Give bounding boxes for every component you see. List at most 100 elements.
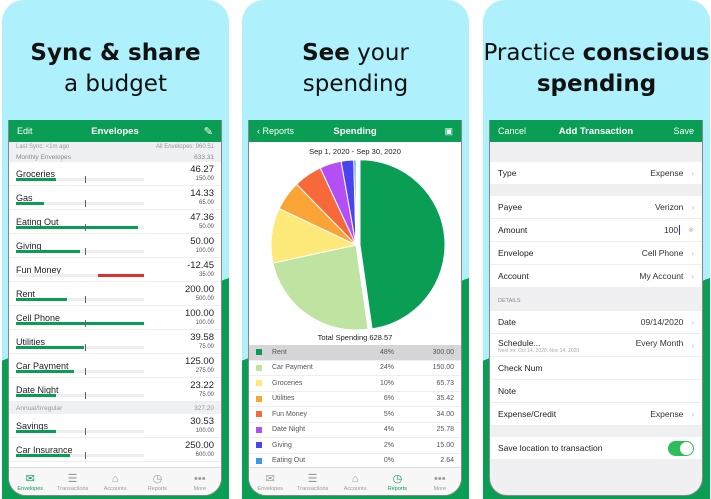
envelope-progress-bar	[16, 274, 144, 277]
tab-bar: ✉ Envelopes ☰ Transactions ⌂ Accounts ◷ Reports…	[249, 467, 461, 495]
envelope-row[interactable]: Fun Money -12.45 35.00	[9, 258, 221, 282]
more-icon: •••	[194, 473, 206, 485]
save-location-toggle[interactable]	[668, 440, 694, 456]
envelope-budget: 275.00	[195, 368, 214, 374]
pie-slice-eating-out[interactable]	[353, 159, 357, 246]
legend-label: Fun Money	[272, 410, 308, 418]
envelope-balance: 46.27	[190, 164, 214, 175]
tab-label: Reports	[387, 486, 408, 492]
envelope-budget: 35.00	[198, 272, 214, 278]
tab-accounts[interactable]: ⌂ Accounts	[94, 468, 136, 495]
edit-button[interactable]: Edit	[17, 126, 33, 136]
envelope-row[interactable]: Date Night 23.22 75.00	[9, 378, 221, 402]
check-num-field[interactable]: Check Num	[490, 357, 702, 380]
legend-label: Rent	[272, 348, 287, 356]
legend-row[interactable]: Utilities 6% 35.42	[249, 392, 461, 407]
legend-label: Eating Out	[272, 457, 306, 465]
envelope-balance: 47.36	[190, 212, 214, 223]
legend-value: 150.00	[432, 364, 454, 372]
envelopes-icon: ✉	[265, 473, 275, 485]
envelope-progress-bar	[16, 200, 144, 207]
nav-bar: ‹ Reports Spending ▣	[249, 120, 461, 142]
envelope-balance: 200.00	[184, 284, 214, 295]
month-marker	[85, 320, 86, 327]
tab-more[interactable]: ••• More	[179, 468, 221, 495]
cancel-button[interactable]: Cancel	[498, 126, 527, 136]
envelope-progress-bar	[16, 296, 144, 303]
schedule-row[interactable]: Schedule... Next on: Oct 14, 2020; Nov 14…	[490, 334, 702, 357]
tab-label: Transactions	[296, 486, 329, 492]
envelope-row[interactable]: Giving 50.00 100.00	[9, 234, 221, 258]
envelope-row[interactable]: Car Insurance 250.00 600.00	[9, 438, 221, 462]
envelope-name: Car Insurance	[16, 445, 73, 455]
envelope-balance: 125.00	[184, 356, 214, 367]
envelope-budget: 100.00	[195, 428, 214, 434]
nav-bar: Cancel Add Transaction Save	[490, 120, 702, 142]
envelope-progress-bar	[16, 224, 144, 231]
legend-swatch	[256, 426, 262, 433]
envelope-name: Rent	[16, 289, 36, 299]
envelope-row[interactable]: Rent 200.00 500.00	[9, 282, 221, 306]
month-marker	[85, 344, 86, 351]
legend-label: Utilities	[272, 395, 295, 403]
envelope-row[interactable]: Car Payment 125.00 275.00	[9, 354, 221, 378]
envelope-name: Cell Phone	[16, 313, 61, 323]
envelope-row[interactable]: Utilities 39.58 75.00	[9, 330, 221, 354]
expense-credit-row[interactable]: Expense/Credit Expense ›	[490, 403, 702, 426]
legend-row[interactable]: Rent 48% 300.00	[249, 345, 461, 361]
back-button[interactable]: ‹ Reports	[257, 126, 295, 136]
note-field[interactable]: Note	[490, 380, 702, 403]
date-range: Sep 1, 2020 - Sep 30, 2020	[309, 147, 401, 156]
legend-value: 2.64	[440, 457, 454, 465]
payee-row[interactable]: Payee Verizon ›	[490, 196, 702, 219]
schedule-next: Next on: Oct 14, 2020; Nov 14, 2020	[498, 348, 580, 354]
tab-transactions[interactable]: ☰ Transactions	[291, 468, 333, 495]
envelope-balance: 39.58	[190, 332, 214, 343]
amount-field[interactable]: Amount 100 ⊗	[490, 219, 702, 242]
legend-label: Car Payment	[272, 364, 313, 372]
legend-value: 25.78	[436, 426, 454, 434]
envelope-row[interactable]: Gas 14.33 65.00	[9, 186, 221, 210]
envelope-row[interactable]: Envelope Cell Phone ›	[490, 242, 702, 265]
envelope-balance: 14.33	[190, 188, 214, 199]
tab-label: Envelopes	[257, 486, 284, 492]
envelope-name: Utilities	[16, 337, 46, 347]
save-button[interactable]: Save	[673, 126, 694, 136]
account-row[interactable]: Account My Account ›	[490, 265, 702, 288]
date-row[interactable]: Date 09/14/2020 ›	[490, 311, 702, 334]
tab-transactions[interactable]: ☰ Transactions	[51, 468, 93, 495]
legend-value: 35.42	[436, 395, 454, 403]
envelope-row[interactable]: Cell Phone 100.00 100.00	[9, 306, 221, 330]
clear-icon[interactable]: ⊗	[688, 227, 694, 234]
tab-more[interactable]: ••• More	[419, 468, 461, 495]
legend-row[interactable]: Car Payment 24% 150.00	[249, 361, 461, 376]
legend-percent: 4%	[383, 426, 394, 434]
compose-icon[interactable]: ✎	[203, 125, 213, 138]
envelope-budget: 500.00	[195, 296, 214, 302]
envelope-row[interactable]: Savings 30.53 100.00	[9, 414, 221, 438]
legend-row[interactable]: Date Night 4% 25.78	[249, 423, 461, 438]
tab-envelopes[interactable]: ✉ Envelopes	[9, 468, 51, 495]
tab-reports[interactable]: ◷ Reports	[376, 468, 418, 495]
progress-fill	[97, 274, 144, 277]
legend-row[interactable]: Fun Money 5% 34.00	[249, 407, 461, 423]
tab-label: Envelopes	[17, 486, 44, 492]
calendar-icon[interactable]: ▣	[444, 125, 453, 136]
legend-row[interactable]: Giving 2% 15.00	[249, 438, 461, 454]
pie-slice-rent[interactable]	[359, 159, 446, 330]
tab-envelopes[interactable]: ✉ Envelopes	[249, 468, 291, 495]
envelope-row[interactable]: Eating Out 47.36 50.00	[9, 210, 221, 234]
legend-row[interactable]: Groceries 10% 65.73	[249, 376, 461, 392]
month-marker	[85, 392, 86, 399]
pie-slice-car-payment[interactable]	[272, 244, 369, 331]
type-row[interactable]: Type Expense ›	[490, 162, 702, 185]
envelope-budget: 75.00	[198, 344, 214, 350]
total-spending: Total Spending 628.57	[317, 333, 393, 342]
tab-label: Accounts	[103, 486, 127, 492]
tab-accounts[interactable]: ⌂ Accounts	[334, 468, 376, 495]
envelope-name: Giving	[16, 241, 42, 251]
legend-swatch	[256, 349, 262, 356]
envelope-balance: 30.53	[190, 416, 214, 427]
envelope-row[interactable]: Groceries 46.27 150.00	[9, 162, 221, 186]
tab-reports[interactable]: ◷ Reports	[136, 468, 178, 495]
